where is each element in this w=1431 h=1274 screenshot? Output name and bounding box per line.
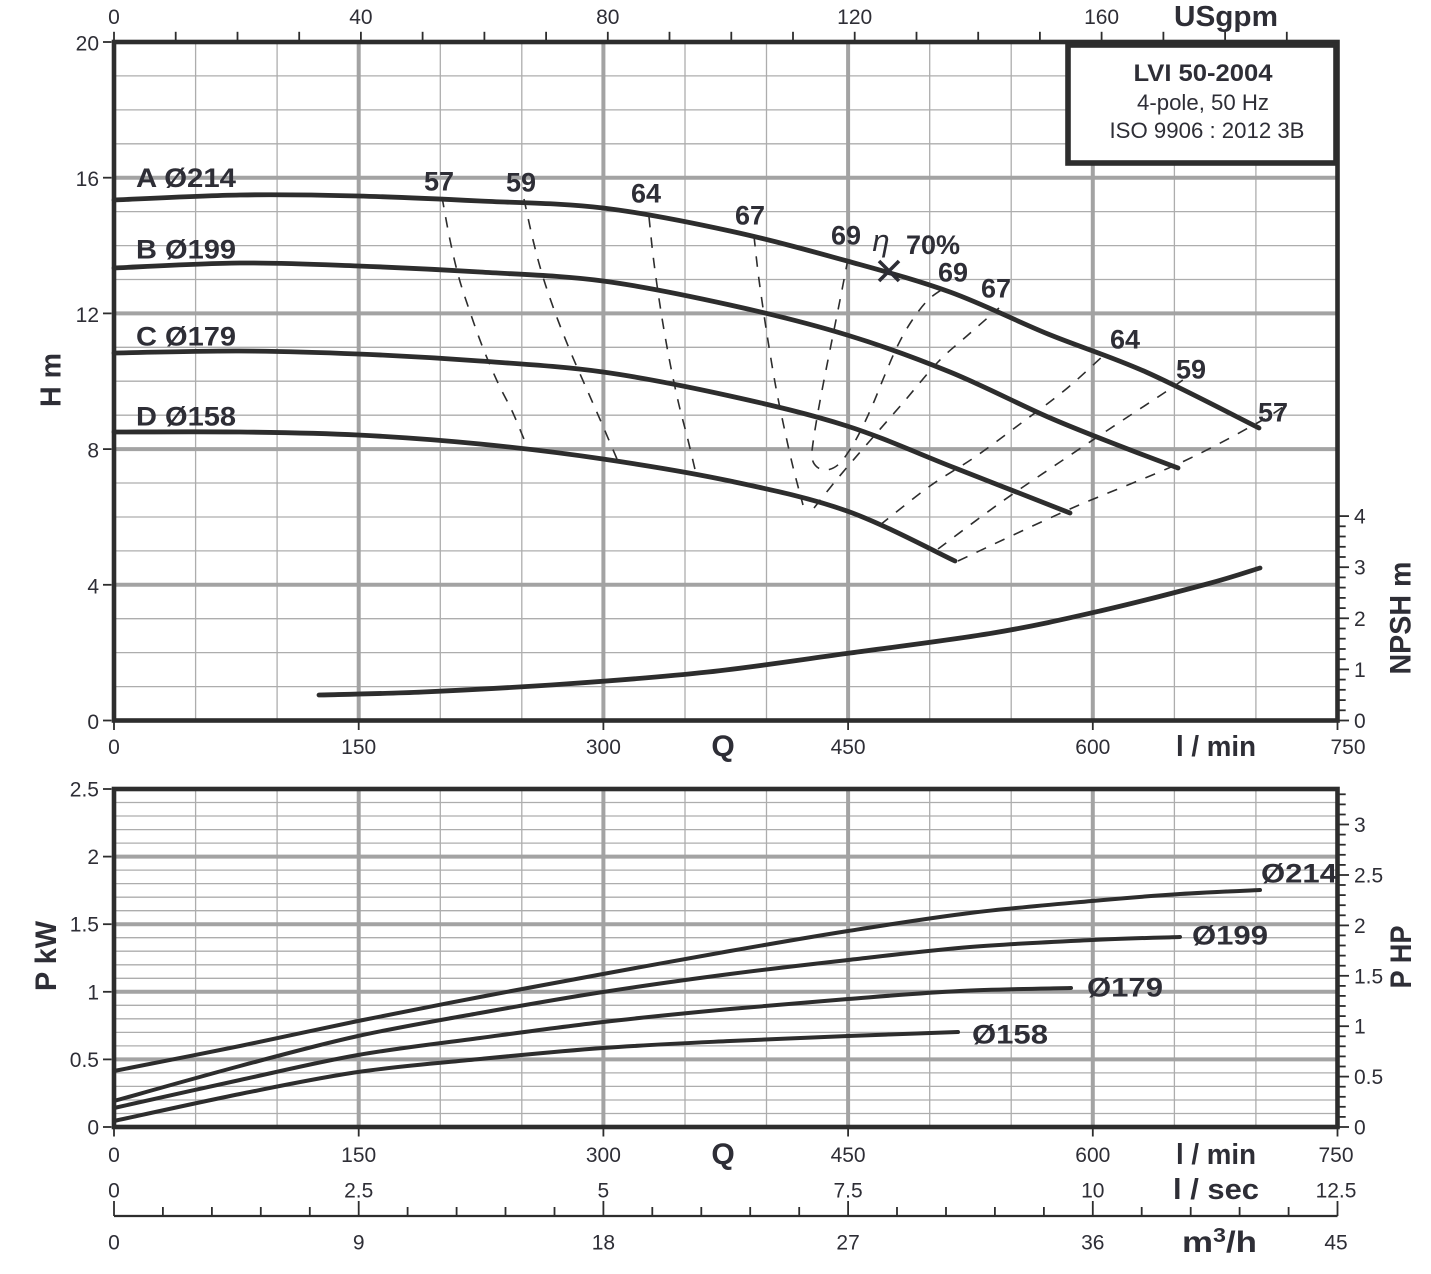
svg-text:1: 1 (1354, 1016, 1366, 1039)
svg-text:5: 5 (598, 1180, 610, 1203)
svg-text:Ø158: Ø158 (972, 1020, 1048, 1050)
svg-text:69: 69 (938, 258, 968, 288)
svg-text:9: 9 (353, 1232, 365, 1255)
svg-text:2.5: 2.5 (1354, 865, 1383, 888)
svg-text:57: 57 (424, 167, 454, 197)
svg-text:0: 0 (108, 736, 120, 759)
svg-text:4-pole, 50 Hz: 4-pole, 50 Hz (1137, 90, 1269, 115)
svg-text:64: 64 (1110, 325, 1140, 355)
svg-text:Ø214: Ø214 (1261, 859, 1337, 889)
svg-text:1: 1 (1354, 659, 1366, 682)
svg-text:36: 36 (1081, 1232, 1104, 1255)
svg-text:A Ø214: A Ø214 (136, 163, 236, 193)
svg-text:80: 80 (596, 6, 619, 29)
svg-text:2.5: 2.5 (70, 779, 99, 802)
svg-text:Ø179: Ø179 (1087, 973, 1163, 1003)
svg-text:0.5: 0.5 (1354, 1066, 1383, 1089)
svg-text:1.5: 1.5 (70, 914, 99, 937)
svg-text:0: 0 (87, 1117, 99, 1140)
svg-text:NPSH m: NPSH m (1385, 562, 1418, 675)
svg-text:P kW: P kW (30, 920, 63, 991)
svg-text:0: 0 (108, 1232, 120, 1255)
svg-text:USgpm: USgpm (1174, 1, 1278, 33)
svg-text:3: 3 (1354, 557, 1366, 580)
svg-text:0.5: 0.5 (70, 1049, 99, 1072)
svg-text:0: 0 (108, 1180, 120, 1203)
svg-text:40: 40 (349, 6, 372, 29)
svg-text:450: 450 (831, 736, 866, 759)
svg-text:0: 0 (1354, 710, 1366, 733)
svg-text:2: 2 (1354, 608, 1366, 631)
svg-text:1.5: 1.5 (1354, 965, 1383, 988)
svg-text:10: 10 (1081, 1180, 1104, 1203)
svg-text:120: 120 (837, 6, 872, 29)
svg-text:0: 0 (108, 1144, 120, 1167)
svg-text:57: 57 (1258, 398, 1288, 428)
svg-text:20: 20 (76, 33, 99, 56)
svg-text:P HP: P HP (1385, 926, 1418, 989)
svg-text:Ø199: Ø199 (1192, 921, 1268, 951)
svg-text:12: 12 (76, 304, 99, 327)
svg-text:8: 8 (87, 440, 99, 463)
svg-text:70%: 70% (906, 230, 960, 260)
svg-text:67: 67 (981, 274, 1011, 304)
svg-text:300: 300 (586, 1144, 621, 1167)
svg-text:45: 45 (1324, 1232, 1347, 1255)
svg-text:600: 600 (1075, 1144, 1110, 1167)
svg-text:59: 59 (1176, 355, 1206, 385)
svg-text:1: 1 (87, 981, 99, 1004)
svg-text:2: 2 (1354, 915, 1366, 938)
svg-text:B Ø199: B Ø199 (136, 235, 236, 265)
svg-text:l / min: l / min (1176, 731, 1256, 763)
svg-text:η: η (872, 223, 889, 258)
svg-text:D Ø158: D Ø158 (136, 402, 236, 432)
svg-text:C Ø179: C Ø179 (136, 322, 236, 352)
svg-text:0: 0 (1354, 1117, 1366, 1140)
svg-text:H m: H m (36, 353, 68, 407)
svg-text:12.5: 12.5 (1316, 1180, 1357, 1203)
svg-text:2.5: 2.5 (344, 1180, 373, 1203)
svg-text:2: 2 (87, 846, 99, 869)
svg-text:7.5: 7.5 (833, 1180, 862, 1203)
svg-text:27: 27 (836, 1232, 859, 1255)
svg-text:150: 150 (341, 1144, 376, 1167)
svg-text:600: 600 (1075, 736, 1110, 759)
svg-text:59: 59 (506, 168, 536, 198)
svg-text:l / sec: l / sec (1173, 1174, 1259, 1206)
svg-text:150: 150 (341, 736, 376, 759)
svg-text:450: 450 (831, 1144, 866, 1167)
svg-text:64: 64 (631, 179, 661, 209)
svg-text:0: 0 (108, 6, 120, 29)
svg-text:750: 750 (1330, 736, 1365, 759)
svg-text:16: 16 (76, 168, 99, 191)
svg-text:ISO 9906 : 2012 3B: ISO 9906 : 2012 3B (1110, 118, 1305, 143)
svg-text:4: 4 (87, 575, 99, 598)
svg-text:69: 69 (831, 221, 861, 251)
svg-text:Q: Q (711, 730, 734, 763)
svg-text:Q: Q (711, 1138, 734, 1171)
svg-text:67: 67 (735, 201, 765, 231)
svg-text:l / min: l / min (1176, 1139, 1256, 1171)
svg-text:3: 3 (1354, 814, 1366, 837)
svg-text:300: 300 (586, 736, 621, 759)
svg-text:160: 160 (1084, 6, 1119, 29)
svg-text:750: 750 (1318, 1144, 1353, 1167)
svg-text:LVI 50-2004: LVI 50-2004 (1134, 60, 1274, 87)
svg-text:0: 0 (87, 711, 99, 734)
svg-text:18: 18 (592, 1232, 615, 1255)
svg-text:4: 4 (1354, 506, 1366, 529)
